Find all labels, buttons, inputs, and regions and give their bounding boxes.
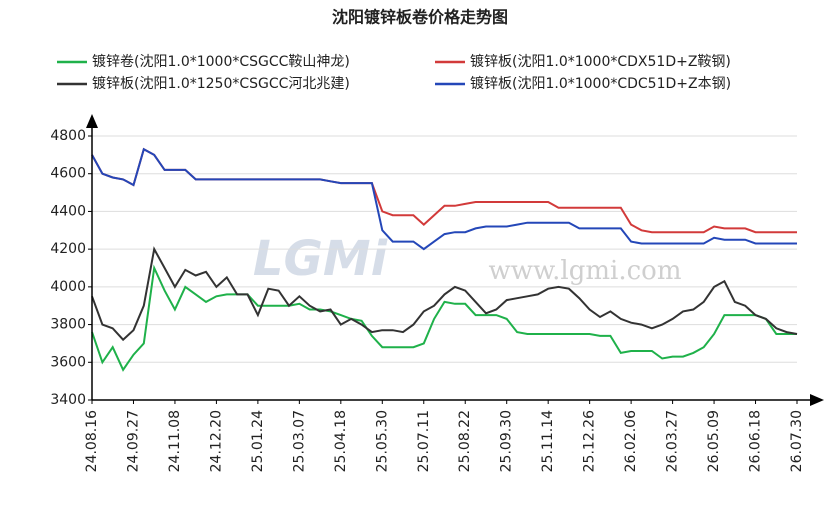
y-tick-label: 4800 bbox=[50, 128, 86, 144]
watermark-logo: LGMi bbox=[253, 231, 388, 287]
x-tick-label: 26.03.27 bbox=[665, 410, 681, 472]
x-tick-label: 25.07.11 bbox=[416, 410, 432, 472]
legend-label: 镀锌板(沈阳1.0*1000*CDX51D+Z鞍钢) bbox=[470, 53, 731, 70]
x-tick-label: 25.12.26 bbox=[582, 410, 598, 472]
x-tick-label: 25.05.30 bbox=[374, 410, 390, 472]
x-tick-label: 25.11.14 bbox=[540, 410, 556, 472]
x-tick-label: 26.02.06 bbox=[623, 410, 639, 472]
x-tick-label: 24.11.08 bbox=[167, 410, 183, 472]
x-tick-label: 25.01.24 bbox=[250, 410, 266, 472]
x-tick-label: 26.07.30 bbox=[789, 410, 805, 472]
x-tick-label: 25.03.07 bbox=[291, 410, 307, 472]
legend-label: 镀锌板(沈阳1.0*1000*CDC51D+Z本钢) bbox=[470, 75, 731, 92]
legend-label: 镀锌板(沈阳1.0*1250*CSGCC河北兆建) bbox=[92, 75, 350, 92]
x-tick-label: 26.05.09 bbox=[706, 410, 722, 472]
series-line bbox=[91, 147, 797, 234]
y-tick-label: 4400 bbox=[50, 203, 86, 219]
x-tick-label: 24.12.20 bbox=[208, 410, 224, 472]
legend-label: 镀锌卷(沈阳1.0*1000*CSGCC鞍山神龙) bbox=[92, 53, 350, 70]
series-line bbox=[91, 147, 797, 251]
x-tick-label: 25.09.30 bbox=[499, 410, 515, 472]
x-tick-label: 25.04.18 bbox=[333, 410, 349, 472]
y-tick-label: 3800 bbox=[50, 317, 86, 333]
y-tick-label: 3600 bbox=[50, 354, 86, 370]
series-line bbox=[91, 246, 798, 342]
x-tick-label: 25.08.22 bbox=[457, 410, 473, 472]
y-tick-label: 4000 bbox=[50, 279, 86, 295]
x-axis-arrow bbox=[810, 394, 824, 406]
watermark-url: www.lgmi.com bbox=[488, 256, 681, 286]
y-tick-label: 4200 bbox=[50, 241, 86, 257]
y-tick-label: 3400 bbox=[50, 392, 86, 408]
chart-title: 沈阳镀锌板卷价格走势图 bbox=[332, 8, 508, 27]
x-tick-label: 24.09.27 bbox=[125, 410, 141, 472]
x-tick-label: 24.08.16 bbox=[84, 410, 100, 472]
plot-area bbox=[91, 135, 798, 401]
series-line bbox=[91, 264, 797, 372]
y-axis-arrow bbox=[86, 114, 98, 128]
y-tick-label: 4600 bbox=[50, 166, 86, 182]
x-tick-label: 26.06.18 bbox=[748, 410, 764, 472]
